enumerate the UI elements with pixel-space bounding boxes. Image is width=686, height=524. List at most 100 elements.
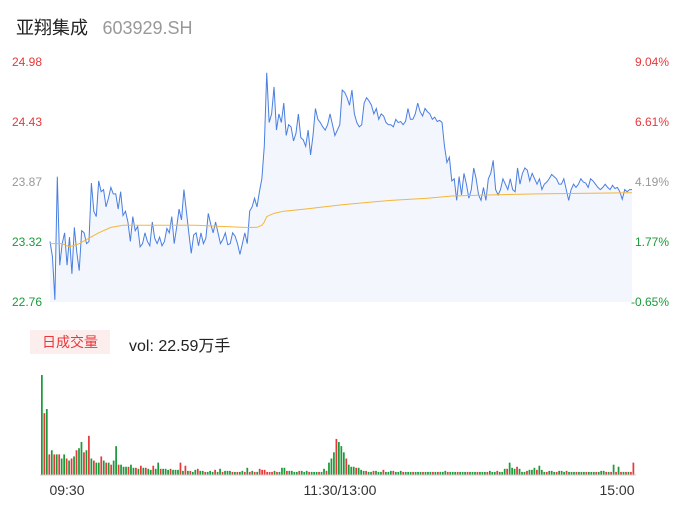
volume-bar [610,471,612,475]
volume-bar [219,468,221,475]
volume-bar [276,471,278,475]
volume-bar [83,452,85,475]
volume-bar [397,471,400,475]
volume-bar [600,470,603,475]
volume-bar [342,452,345,475]
volume-bar [253,471,256,475]
volume-bar [469,471,471,475]
volume-bar [115,446,117,475]
volume-bar [595,471,598,475]
volume-bar [152,465,155,475]
volume-bar [382,469,385,475]
volume-bar [484,471,486,475]
volume-bar [620,471,622,475]
volume-bar [372,470,375,475]
volume-bar [407,471,410,475]
volume-bar [246,467,249,475]
volume-bar [558,470,560,475]
volume-bar [169,468,172,475]
volume-bar [568,471,570,475]
volume-bar [565,470,568,475]
volume-bar [580,471,583,475]
volume-bar [204,471,207,475]
volume-bar [283,467,286,475]
volume-bar [513,468,516,475]
volume-tag[interactable]: 日成交量 [30,330,110,354]
volume-bar [597,471,600,475]
volume-bar [365,470,367,475]
volume-bar [286,470,288,475]
percent-tick-label: 4.19% [635,175,669,189]
volume-bar [159,468,162,475]
volume-bar [295,471,298,475]
volume-bar [399,470,402,475]
volume-bar [191,471,194,475]
volume-bar [149,469,152,475]
volume-bar [92,460,95,475]
volume-bar [112,460,115,475]
volume-bar [360,469,363,475]
volume-bar [278,471,281,475]
volume-bar [140,465,142,475]
volume-bar [575,471,578,475]
volume-bar [528,469,531,475]
volume-bar [362,470,365,475]
volume-bar [622,471,625,475]
volume-bar [394,471,397,475]
volume-bar [45,409,48,475]
volume-bar [251,470,254,475]
volume-bar [258,468,261,475]
percent-tick-label: 1.77% [635,235,669,249]
volume-bar [226,470,229,475]
volume-bar [402,471,405,475]
price-tick-label: 22.76 [12,295,42,309]
volume-bar [377,471,380,475]
volume-bar [617,466,620,475]
volume-bar [335,438,338,475]
volume-bar [347,464,350,475]
volume-bar [345,458,348,475]
volume-bar [385,471,387,475]
volume-bar [266,471,268,475]
volume-bar [290,470,293,475]
volume-bar [122,466,125,475]
volume-bar [273,470,276,475]
volume-bar [130,464,132,475]
volume-bar [540,469,543,475]
volume-bar [308,471,311,475]
volume-bar [387,471,390,475]
volume-bar [243,471,246,475]
volume-bar [424,471,427,475]
volume-bar [501,471,504,475]
volume-bar [389,470,392,475]
volume-bar [214,469,216,475]
volume-bar [451,471,454,475]
volume-bar [261,469,263,475]
volume-bar [444,470,447,475]
stock-name: 亚翔集成 [16,18,88,38]
volume-bar [587,471,590,475]
price-tick-label: 23.87 [12,175,42,189]
average-line [50,192,633,248]
volume-bar [328,462,330,475]
volume-bar [627,471,630,475]
price-line [49,72,632,300]
percent-tick-label: 6.61% [635,115,669,129]
volume-bar [90,458,93,475]
volume-bar [105,462,108,475]
volume-bar [268,471,271,475]
volume-bar [630,471,632,475]
volume-bar [63,454,66,475]
volume-bar [305,470,308,475]
volume-bar [187,470,189,475]
volume-bar [164,468,167,475]
volume-bar [95,462,98,475]
volume-bar [553,471,556,475]
volume-bar [461,471,464,475]
volume-bar [417,471,419,475]
volume-bar [370,471,372,475]
time-axis: 09:30 11:30/13:00 15:00 [49,482,634,498]
volume-bar [298,470,301,475]
